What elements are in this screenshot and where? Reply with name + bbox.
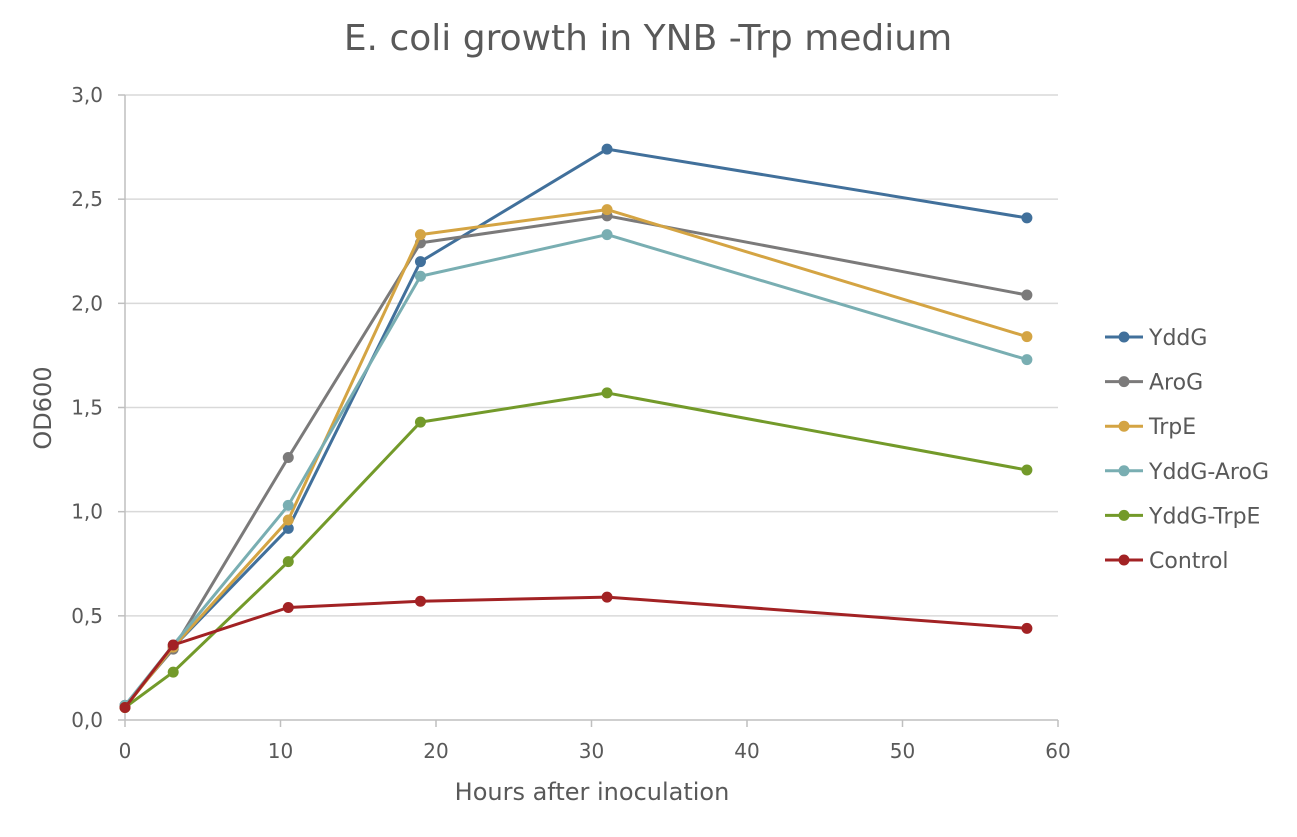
legend-marker (1118, 376, 1130, 388)
data-point-control (119, 702, 131, 713)
data-point-control (414, 595, 426, 607)
data-point-trpe (282, 514, 294, 526)
series-control (119, 591, 1033, 713)
x-tick-label: 30 (579, 739, 604, 763)
data-point-yddg-trpe (167, 666, 179, 678)
axes (118, 94, 1059, 727)
legend-item-yddg-arog: YddG-AroG (1105, 460, 1269, 485)
x-tick-label: 10 (268, 739, 293, 763)
series-yddg (119, 143, 1033, 711)
data-point-yddg (282, 522, 294, 534)
y-tick-labels: 0,0 0,5 1,0 1,5 2,0 2,5 3,0 (71, 83, 103, 732)
data-point-arog (1021, 289, 1033, 301)
x-tick-label: 20 (423, 739, 448, 763)
data-point-yddg-arog (601, 229, 613, 241)
gridlines (125, 94, 1058, 617)
data-point-control (1021, 622, 1033, 634)
legend-item-arog: AroG (1105, 371, 1203, 396)
legend-marker (1118, 465, 1130, 477)
legend-item-yddg: YddG (1105, 326, 1207, 351)
data-point-yddg-trpe (1021, 464, 1033, 476)
series-line-trpe (123, 208, 1028, 709)
data-point-arog (282, 452, 294, 463)
y-tick-label: 1,5 (71, 396, 103, 420)
data-point-control (282, 602, 294, 613)
y-tick-label: 2,0 (71, 291, 103, 315)
legend-label: YddG (1148, 326, 1207, 351)
y-axis-title: OD600 (29, 366, 57, 449)
legend-label: Control (1149, 549, 1229, 574)
series-line-control (123, 595, 1028, 709)
x-tick-labels: 0 10 20 30 40 50 60 (119, 739, 1071, 763)
data-point-yddg (414, 256, 426, 268)
legend-item-control: Control (1105, 549, 1229, 574)
series-yddg-arog (119, 229, 1033, 711)
series-trpe (119, 204, 1033, 713)
series-line-arog (123, 214, 1028, 707)
legend-marker (1118, 554, 1130, 566)
y-tick-label: 0,5 (71, 604, 103, 628)
data-point-trpe (414, 229, 426, 241)
legend-item-trpe: TrpE (1105, 415, 1196, 440)
legend-marker (1118, 509, 1130, 521)
legend-label: TrpE (1148, 415, 1196, 440)
series-lines (119, 143, 1033, 713)
series-line-yddg-trpe (124, 391, 1028, 709)
data-point-trpe (1021, 331, 1033, 343)
chart-title: E. coli growth in YNB -Trp medium (344, 18, 952, 59)
x-tick-label: 60 (1045, 739, 1070, 763)
series-line-yddg-arog (123, 233, 1028, 707)
y-tick-label: 1,0 (71, 500, 103, 524)
data-point-yddg-arog (414, 270, 426, 282)
legend-label: YddG-TrpE (1148, 504, 1260, 529)
x-tick-label: 50 (890, 739, 915, 763)
y-tick-label: 3,0 (71, 83, 103, 107)
legend-item-yddg-trpe: YddG-TrpE (1105, 504, 1260, 529)
data-point-yddg (1021, 212, 1033, 224)
legend-marker (1118, 420, 1130, 432)
series-line-yddg (123, 147, 1028, 707)
x-tick-label: 0 (119, 739, 132, 763)
data-point-yddg-arog (1021, 354, 1033, 366)
legend-marker (1118, 331, 1130, 343)
series-arog (119, 210, 1033, 711)
x-tick-label: 40 (734, 739, 759, 763)
data-point-control (601, 591, 613, 603)
y-tick-label: 0,0 (71, 708, 103, 732)
data-point-yddg-trpe (601, 387, 613, 399)
legend-label: YddG-AroG (1148, 460, 1269, 485)
data-point-yddg-trpe (282, 556, 294, 568)
data-point-yddg-trpe (414, 416, 426, 428)
x-axis-title: Hours after inoculation (455, 778, 730, 806)
data-point-yddg-arog (282, 499, 294, 511)
data-point-control (167, 639, 179, 651)
y-tick-label: 2,5 (71, 187, 103, 211)
data-point-trpe (601, 204, 613, 216)
data-point-yddg (601, 143, 613, 155)
legend: YddG AroG TrpE YddG-AroG YddG-TrpE Control (1105, 326, 1269, 574)
series-yddg-trpe (119, 387, 1033, 713)
legend-label: AroG (1149, 371, 1203, 396)
